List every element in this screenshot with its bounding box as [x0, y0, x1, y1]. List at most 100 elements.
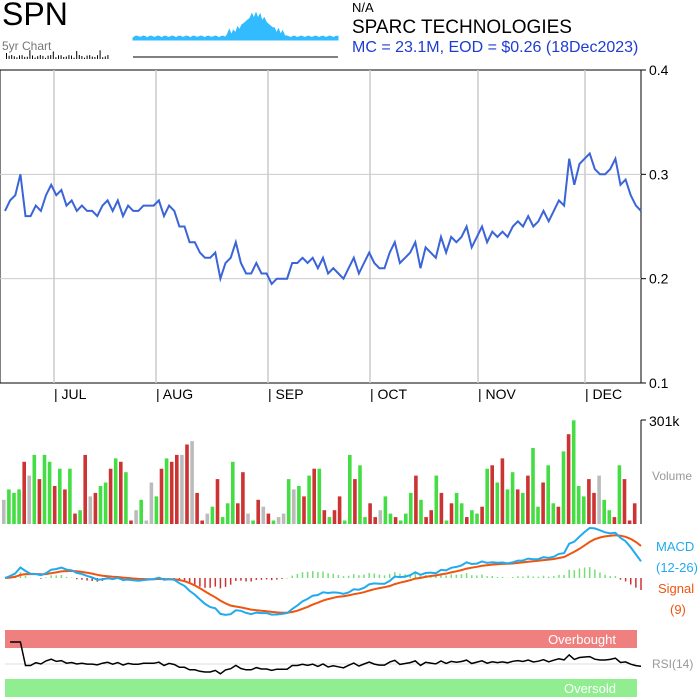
mini-volume-bar: [102, 57, 104, 59]
volume-bar: [485, 468, 489, 524]
mini-volume-bar: [21, 55, 23, 59]
mini-volume-bar: [76, 50, 78, 59]
volume-bar: [113, 458, 118, 524]
volume-bar: [475, 513, 479, 524]
volume-bar: [312, 468, 316, 524]
volume-bar: [526, 475, 530, 524]
volume-bar: [108, 468, 113, 524]
price-line: [4, 151, 642, 286]
volume-bar: [531, 448, 535, 524]
volume-bar: [17, 489, 21, 524]
volume-bar: [83, 454, 87, 524]
volume-bar: [220, 517, 225, 524]
volume-bar: [241, 472, 245, 524]
signal-period-label: (9): [670, 602, 686, 617]
mini-volume-bar: [19, 55, 20, 59]
volume-bar: [231, 461, 235, 524]
overbought-band: [5, 630, 637, 648]
volume-bar: [266, 513, 271, 524]
volume-bar: [597, 475, 601, 524]
volume-bar: [317, 468, 322, 524]
mini-volume-bar: [50, 55, 52, 59]
volume-bar: [515, 489, 520, 524]
volume-bar: [63, 489, 67, 524]
signal-label: Signal: [658, 581, 694, 596]
volume-bar: [617, 465, 622, 524]
volume-bar: [449, 503, 454, 524]
mini-volume-bar: [63, 57, 65, 59]
volume-bar: [47, 461, 52, 524]
volume-bar: [42, 454, 47, 524]
mini-volume-bar: [26, 56, 28, 59]
volume-bar: [561, 451, 566, 524]
volume-bar: [454, 492, 459, 524]
mini-volume-bar: [89, 55, 91, 59]
volume-bar: [444, 520, 449, 524]
volume-bar: [134, 510, 138, 524]
volume-bar: [556, 506, 561, 524]
volume-bar: [393, 517, 398, 524]
company-name: SPARC TECHNOLOGIES: [352, 17, 572, 38]
volume-title: Volume: [652, 469, 692, 483]
volume-bar: [297, 486, 301, 524]
volume-bar: [88, 496, 93, 524]
volume-bar: [587, 479, 591, 524]
volume-bar: [276, 517, 281, 524]
mini-volume-bar: [34, 57, 36, 59]
volume-bar: [571, 420, 576, 524]
macd-period-label: (12-26): [656, 560, 698, 575]
mini-volume-bar: [99, 50, 101, 59]
volume-bar: [480, 506, 484, 524]
mini-volume-bar: [32, 55, 33, 59]
mini-volume-bar: [29, 50, 31, 59]
volume-bar: [607, 510, 612, 524]
volume-bar: [373, 517, 377, 524]
volume-bar: [459, 503, 464, 524]
volume-bar: [521, 492, 525, 524]
volume-bar: [200, 520, 204, 524]
volume-bar: [419, 499, 423, 524]
volume-bar: [251, 520, 255, 524]
volume-bar: [73, 513, 77, 524]
volume-bar: [368, 503, 372, 524]
volume-bar: [7, 489, 11, 524]
volume-bar: [388, 513, 393, 524]
month-label: | OCT: [370, 386, 408, 402]
volume-bar: [434, 475, 439, 524]
volume-bar: [195, 492, 199, 524]
mini-volume-bar: [13, 56, 15, 59]
mini-volume-bar: [91, 56, 93, 59]
mini-volume-bar: [81, 56, 83, 59]
volume-bar: [12, 492, 16, 524]
volume-bar: [164, 458, 169, 524]
volume-bar: [124, 472, 128, 524]
volume-bar: [348, 454, 352, 524]
price-y-label: 0.2: [649, 271, 669, 287]
volume-bar: [546, 465, 550, 524]
volume-bar: [37, 479, 42, 524]
volume-bar: [271, 520, 276, 524]
volume-bar: [576, 486, 581, 524]
volume-bar: [510, 472, 515, 524]
mini-volume-bar: [6, 53, 7, 59]
volume-bar: [302, 496, 306, 524]
volume-bar: [536, 506, 540, 524]
volume-bar: [342, 520, 347, 524]
volume-bar: [205, 513, 210, 524]
volume-bar: [27, 475, 31, 524]
volume-bar: [98, 486, 103, 524]
five-year-chart-label[interactable]: 5yr Chart: [2, 39, 52, 53]
mini-volume-bar: [71, 55, 72, 59]
volume-bar: [429, 510, 433, 524]
volume-bar: [159, 468, 164, 524]
mini-five-year-chart: [6, 11, 339, 59]
mini-volume-bar: [68, 55, 70, 59]
volume-bar: [32, 454, 37, 524]
macd-histogram: [9, 567, 642, 590]
volume-bar: [470, 510, 474, 524]
month-label: | SEP: [268, 386, 304, 402]
volume-bar: [68, 468, 72, 524]
volume-bar: [322, 510, 327, 524]
mini-volume-bar: [84, 57, 85, 59]
month-label: | JUL: [54, 386, 87, 402]
